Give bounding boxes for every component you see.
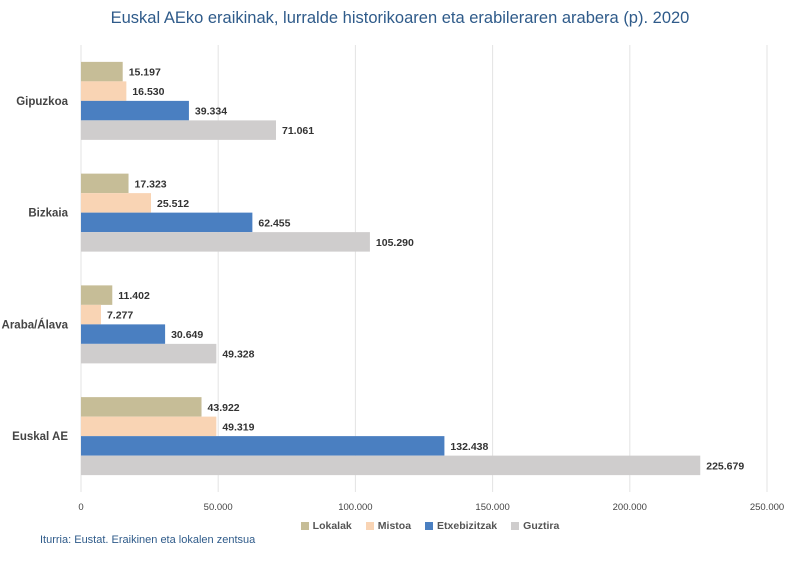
bar-guztira [81,120,276,140]
bar-mistoa [81,304,101,325]
bar-mistoa [81,81,127,101]
data-label: 49.328 [222,349,254,361]
legend-swatch [365,522,374,530]
x-tick-label: 100.000 [338,502,372,513]
legend-item-mistoa: Mistoa [365,520,412,532]
bar-lokalak [81,285,113,305]
bar-lokalak [81,397,202,417]
data-label: 30.649 [171,329,203,341]
chart-title: Euskal AEko eraikinak, lurralde historik… [110,9,690,27]
x-tick-label: 150.000 [475,502,509,513]
data-label: 39.334 [195,106,227,118]
bar-mistoa [81,193,152,213]
data-label: 7.277 [107,310,133,322]
legend-label: Lokalak [312,520,352,532]
bars [81,61,701,476]
bar-guztira [81,232,370,252]
legend: Lokalak Mistoa Etxebizitzak Guztira [0,520,800,532]
bar-etxebizitzak [81,100,189,121]
data-label: 71.061 [282,125,314,137]
category-label: Araba/Álava [2,318,69,331]
data-label: 105.290 [376,237,414,249]
data-label: 62.455 [258,217,290,229]
data-label: 225.679 [706,460,744,472]
bar-etxebizitzak [81,436,445,456]
legend-swatch [425,522,434,530]
bar-etxebizitzak [81,324,166,344]
x-tick-label: 0 [78,502,83,513]
data-label: 132.438 [450,441,488,453]
legend-label: Etxebizitzak [437,520,498,532]
data-label: 49.319 [222,421,254,433]
bar-guztira [81,455,701,476]
legend-label: Mistoa [377,520,412,532]
legend-swatch [300,522,309,530]
category-label: Euskal AE [12,431,68,443]
bar-lokalak [81,61,123,82]
legend-item-etxebizitzak: Etxebizitzak [425,520,497,532]
category-label: Bizkaia [28,208,68,220]
bar-guztira [81,343,217,364]
legend-item-lokalak: Lokalak [300,520,352,532]
axis-labels: 0 50.000 100.000 150.000 200.000 250.000 Gipuz… [2,96,785,513]
category-label: Gipuzkoa [16,96,68,108]
data-label: 25.512 [157,198,189,210]
legend-swatch [511,522,520,530]
data-label: 43.922 [208,402,240,414]
data-label: 15.197 [129,67,161,79]
bar-lokalak [81,173,129,194]
source-note: Iturria: Eustat. Eraikinen eta lokalen z… [40,534,256,546]
x-tick-label: 50.000 [204,502,233,513]
x-tick-label: 200.000 [613,502,647,513]
data-label: 11.402 [118,290,150,302]
x-tick-label: 250.000 [750,502,784,513]
legend-item-guztira: Guztira [511,520,559,532]
bar-etxebizitzak [81,212,253,233]
data-labels: 15.197 16.530 39.334 71.061 17.323 25.512 62.4… [107,67,744,473]
bar-mistoa [81,416,217,437]
data-label: 16.530 [132,86,164,98]
legend-label: Guztira [523,520,560,532]
data-label: 17.323 [135,178,167,190]
